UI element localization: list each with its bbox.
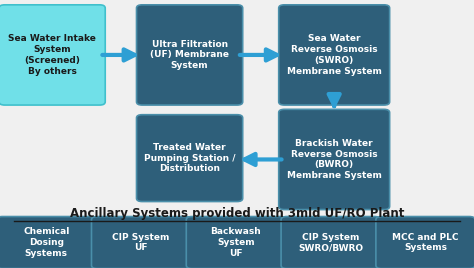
Text: Ancillary Systems provided with 3mld UF/RO Plant: Ancillary Systems provided with 3mld UF/… — [70, 207, 404, 219]
Text: Backwash
System
UF: Backwash System UF — [210, 227, 261, 258]
FancyBboxPatch shape — [91, 217, 191, 268]
Text: CIP System
UF: CIP System UF — [112, 233, 170, 252]
Text: Sea Water
Reverse Osmosis
(SWRO)
Membrane System: Sea Water Reverse Osmosis (SWRO) Membran… — [287, 34, 382, 76]
FancyBboxPatch shape — [0, 217, 96, 268]
FancyBboxPatch shape — [186, 217, 285, 268]
FancyBboxPatch shape — [0, 5, 105, 105]
Text: Sea Water Intake
System
(Screened)
By others: Sea Water Intake System (Screened) By ot… — [8, 34, 96, 76]
Text: Ultra Filtration
(UF) Membrane
System: Ultra Filtration (UF) Membrane System — [150, 40, 229, 70]
FancyBboxPatch shape — [137, 5, 243, 105]
FancyBboxPatch shape — [137, 115, 243, 202]
Text: Brackish Water
Reverse Osmosis
(BWRO)
Membrane System: Brackish Water Reverse Osmosis (BWRO) Me… — [287, 139, 382, 180]
FancyBboxPatch shape — [281, 217, 380, 268]
Text: CIP System
SWRO/BWRO: CIP System SWRO/BWRO — [298, 233, 363, 252]
FancyBboxPatch shape — [376, 217, 474, 268]
Text: Chemical
Dosing
Systems: Chemical Dosing Systems — [23, 227, 69, 258]
Text: Treated Water
Pumping Station /
Distribution: Treated Water Pumping Station / Distribu… — [144, 143, 236, 173]
FancyBboxPatch shape — [279, 109, 390, 210]
FancyBboxPatch shape — [279, 5, 390, 105]
Text: MCC and PLC
Systems: MCC and PLC Systems — [392, 233, 459, 252]
